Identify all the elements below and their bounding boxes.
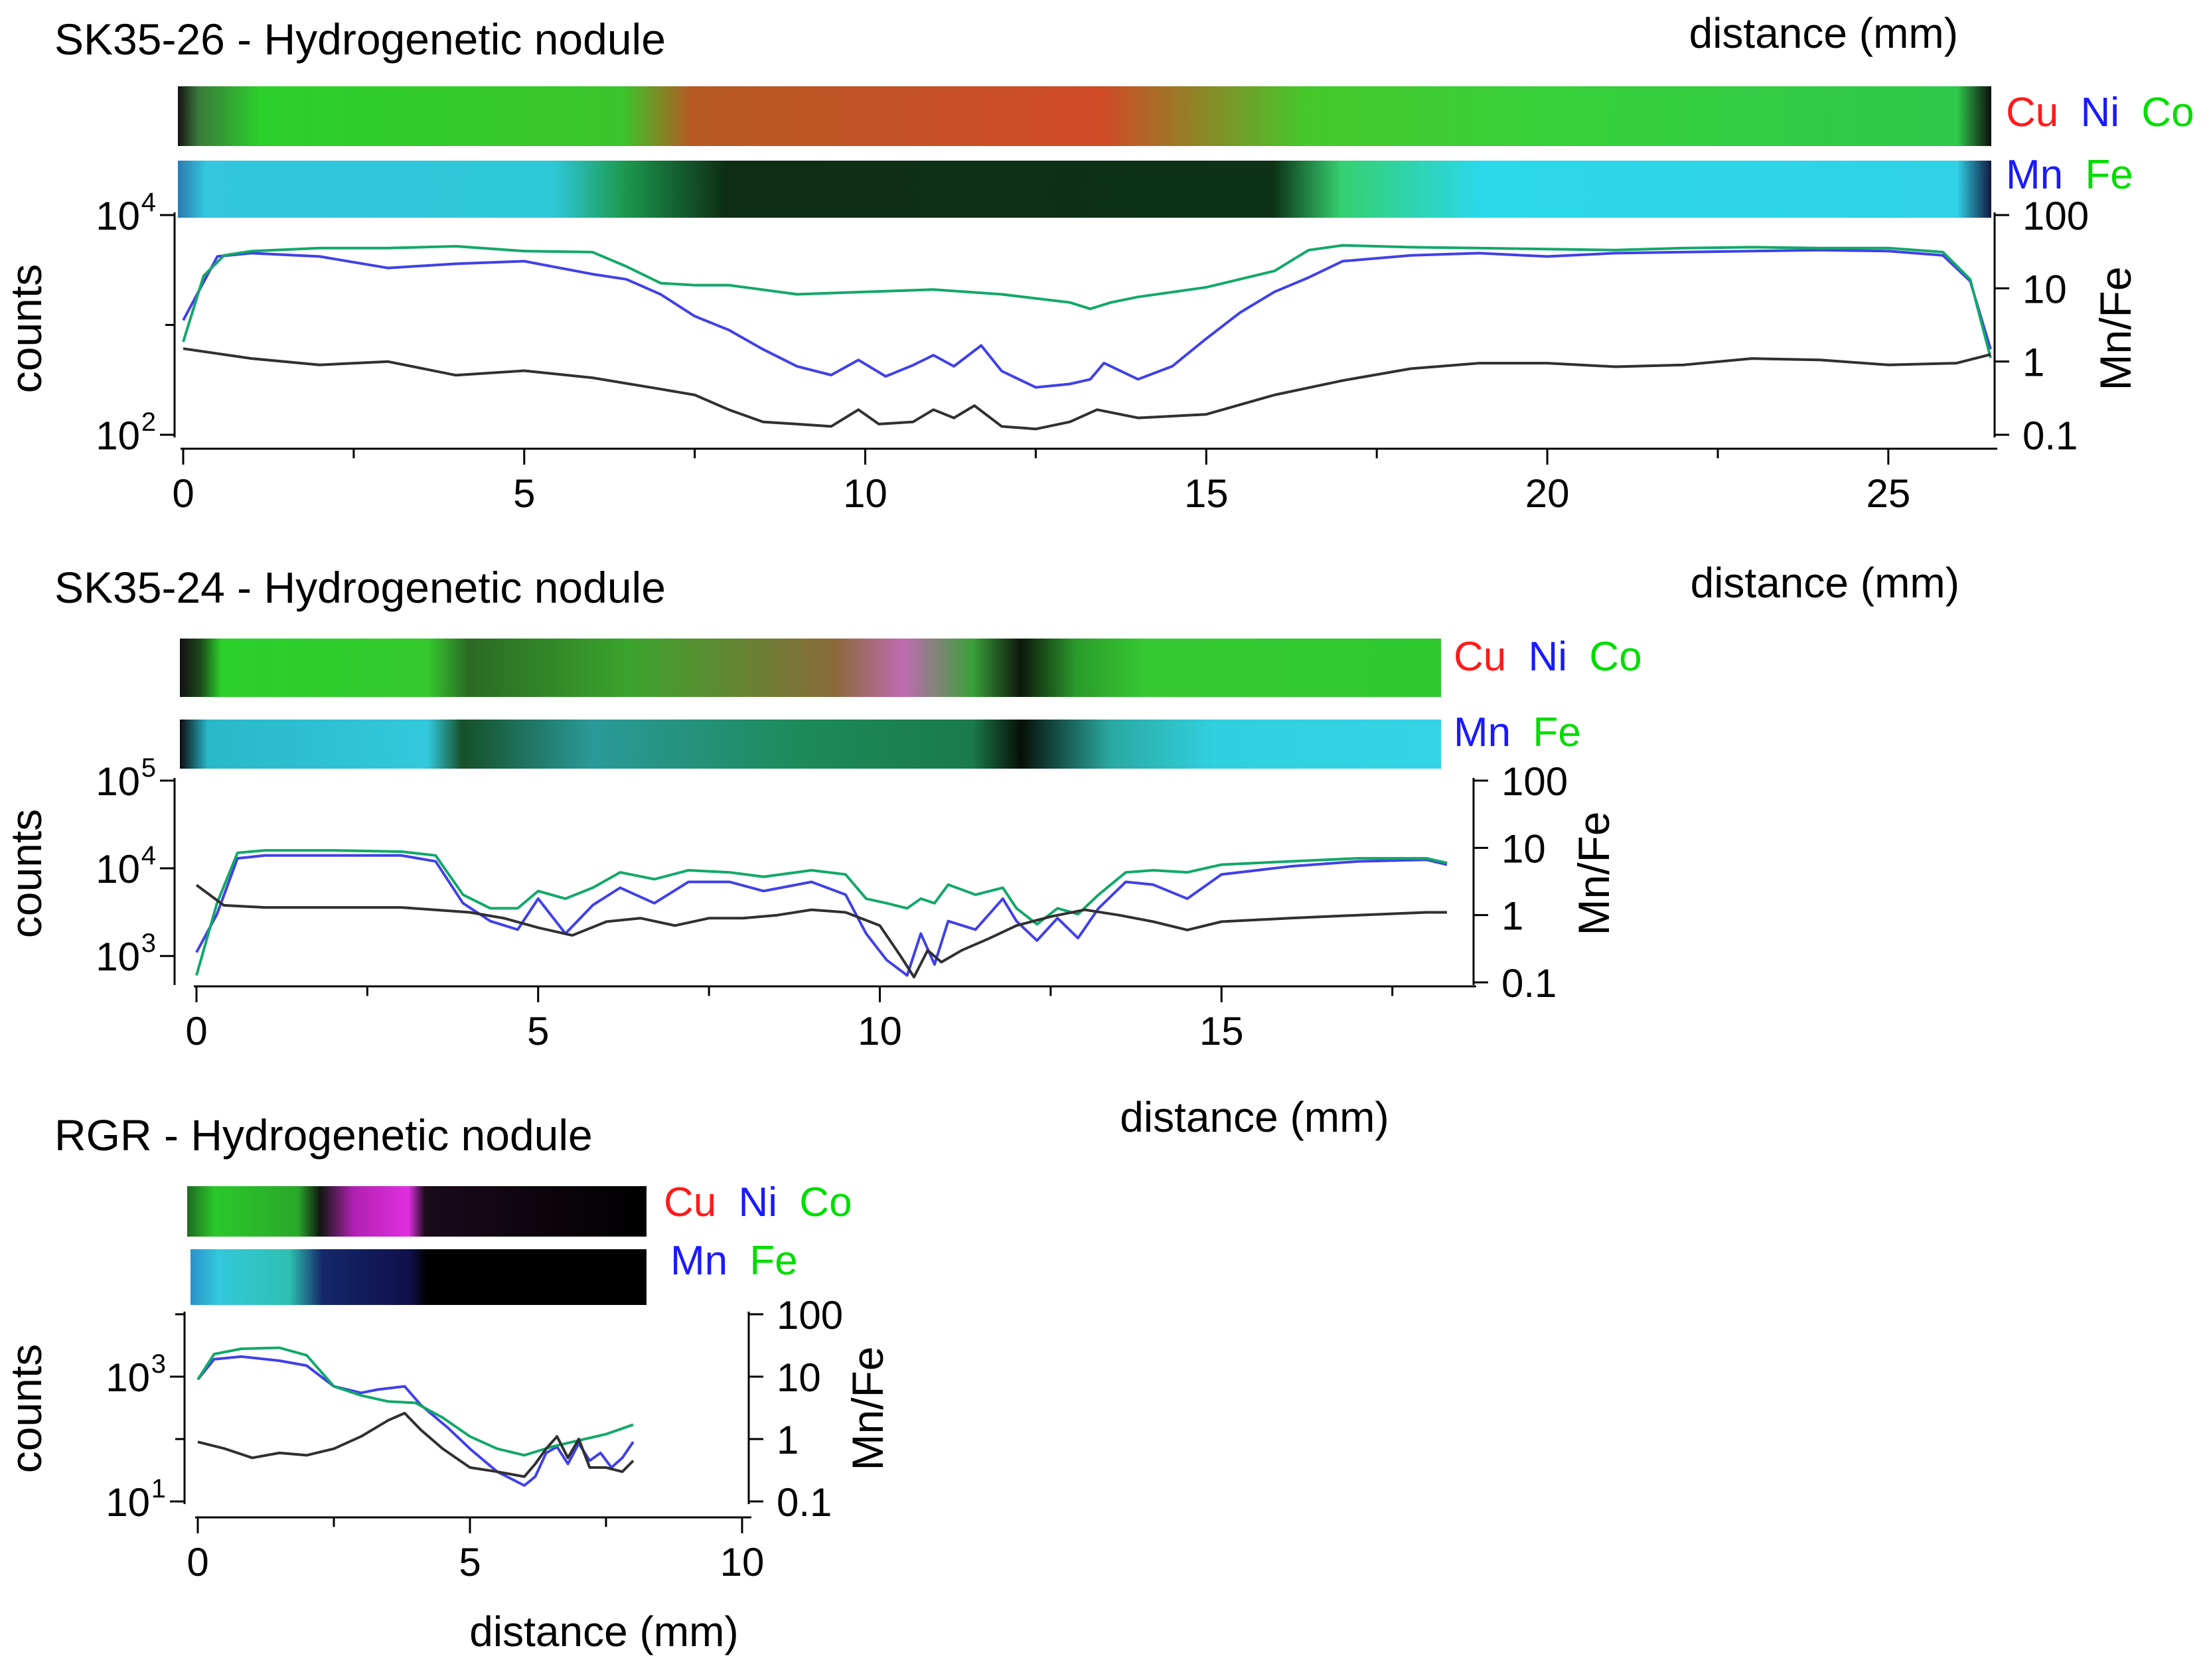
plot-area: 0 5 10 15 20 25 102 104 0.1 1 10 100 [96, 188, 2089, 516]
y-tick-label-right: 100 [1501, 759, 1568, 804]
svg-text:Mn Fe: Mn Fe [670, 1238, 798, 1284]
mn-fe-map [178, 161, 1991, 218]
y-tick-label-left: 104 [96, 188, 156, 238]
y-tick-label-left: 104 [96, 841, 156, 891]
y-tick-label-right: 100 [2022, 194, 2089, 238]
cu-ni-co-label: Cu Ni Co [2006, 90, 2194, 135]
mn-fe-map [180, 720, 1441, 769]
y-tick-label-right: 10 [2022, 267, 2067, 311]
y-tick-label-left: 101 [106, 1474, 166, 1525]
x-tick-label: 5 [513, 471, 535, 516]
svg-text:Cu Ni Co: Cu Ni Co [1454, 634, 1642, 680]
y-tick-label-right: 1 [2022, 341, 2044, 385]
series-line-mn-fe [183, 347, 1991, 431]
fe-label: Fe [1533, 710, 1580, 755]
mn-fe-label: Mn Fe [670, 1238, 798, 1284]
y-axis-label-left: counts [1, 264, 50, 393]
plot-area: 0 5 10 101 103 0.1 1 10 100 [106, 1293, 843, 1584]
x-tick-label: 0 [172, 471, 194, 516]
plot-area: 0 5 10 15 103 104 105 0.1 1 10 100 [96, 753, 1568, 1053]
x-tick-label: 15 [1184, 471, 1229, 516]
y-tick-label-right: 0.1 [1501, 961, 1557, 1006]
x-tick-label: 0 [185, 1009, 207, 1053]
fe-label: Fe [2085, 152, 2133, 198]
y-tick-label-right: 100 [777, 1293, 843, 1337]
y-tick-label-right: 10 [777, 1355, 821, 1400]
mn-fe-label: Mn Fe [1454, 710, 1581, 755]
panel-title: SK35-24 - Hydrogenetic nodule [54, 563, 666, 612]
panel-sk35-24: distance (mm) SK35-24 - Hydrogenetic nod… [1, 559, 1959, 1141]
ni-label: Ni [1529, 634, 1568, 680]
y-tick-label-left: 103 [96, 929, 156, 979]
series-line-fe [195, 849, 1448, 976]
series-line-fe [196, 1346, 634, 1457]
co-label: Co [2141, 90, 2194, 135]
y-tick-label-right: 1 [1501, 894, 1523, 939]
y-tick-label-left: 102 [96, 408, 156, 458]
x-tick-label: 5 [527, 1009, 549, 1053]
series-line-mn-fe [197, 1412, 635, 1478]
bottom-axis-label-panel1: distance (mm) [1691, 559, 1959, 607]
series-line-mn [182, 248, 1992, 389]
cu-label: Cu [664, 1180, 716, 1225]
y-axis-label-left: counts [1, 809, 50, 938]
x-axis-label: distance (mm) [1120, 1093, 1389, 1141]
x-tick-label: 20 [1525, 471, 1570, 516]
cu-ni-co-map [187, 1186, 647, 1237]
y-axis-label-right: Mn/Fe [1569, 811, 1618, 935]
series-line-mn [195, 854, 1448, 977]
x-tick-label: 10 [720, 1540, 765, 1584]
ni-label: Ni [2081, 90, 2120, 135]
panel-rgr: RGR - Hydrogenetic nodule Cu Ni Co Mn Fe… [1, 1110, 892, 1655]
cu-ni-co-label: Cu Ni Co [1454, 634, 1642, 680]
x-tick-label: 10 [843, 471, 887, 516]
svg-text:Mn Fe: Mn Fe [2006, 152, 2133, 198]
y-tick-label-left: 103 [106, 1349, 166, 1400]
panel-title: SK35-26 - Hydrogenetic nodule [54, 15, 666, 64]
x-tick-label: 25 [1866, 471, 1910, 516]
co-label: Co [799, 1180, 852, 1225]
svg-text:Cu Ni Co: Cu Ni Co [664, 1180, 852, 1225]
fe-label: Fe [749, 1238, 797, 1284]
ni-label: Ni [739, 1180, 778, 1225]
series-line-mn-fe [195, 883, 1447, 978]
y-tick-label-right: 10 [1501, 826, 1546, 871]
cu-ni-co-map [180, 639, 1441, 697]
cu-ni-co-map [178, 86, 1991, 146]
y-axis-label-left: counts [1, 1344, 50, 1473]
svg-text:Cu Ni Co: Cu Ni Co [2006, 90, 2194, 135]
x-tick-label: 10 [858, 1009, 902, 1053]
co-label: Co [1589, 634, 1641, 680]
series-line-fe [182, 244, 1992, 358]
x-tick-label: 0 [187, 1540, 208, 1584]
cu-ni-co-label: Cu Ni Co [664, 1180, 852, 1225]
x-axis-label: distance (mm) [469, 1608, 738, 1655]
x-tick-label: 15 [1199, 1009, 1244, 1053]
y-tick-label-right: 0.1 [777, 1480, 832, 1525]
mn-label: Mn [1454, 710, 1511, 755]
cu-label: Cu [2006, 90, 2058, 135]
mn-fe-map [190, 1249, 647, 1305]
y-axis-label-right: Mn/Fe [2091, 266, 2140, 390]
y-tick-label-left: 105 [96, 753, 156, 804]
panel-sk35-26: SK35-26 - Hydrogenetic nodule distance (… [1, 9, 2194, 516]
panel-title: RGR - Hydrogenetic nodule [54, 1110, 593, 1160]
svg-text:Mn Fe: Mn Fe [1454, 710, 1581, 755]
mn-label: Mn [2006, 152, 2063, 198]
cu-label: Cu [1454, 634, 1506, 680]
top-axis-label: distance (mm) [1689, 9, 1958, 57]
y-tick-label-right: 1 [777, 1418, 799, 1462]
mn-label: Mn [670, 1238, 727, 1284]
mn-fe-label: Mn Fe [2006, 152, 2133, 198]
y-axis-label-right: Mn/Fe [843, 1346, 892, 1470]
series-line-mn [196, 1355, 635, 1487]
x-tick-label: 5 [459, 1540, 481, 1584]
y-tick-label-right: 0.1 [2022, 414, 2078, 458]
